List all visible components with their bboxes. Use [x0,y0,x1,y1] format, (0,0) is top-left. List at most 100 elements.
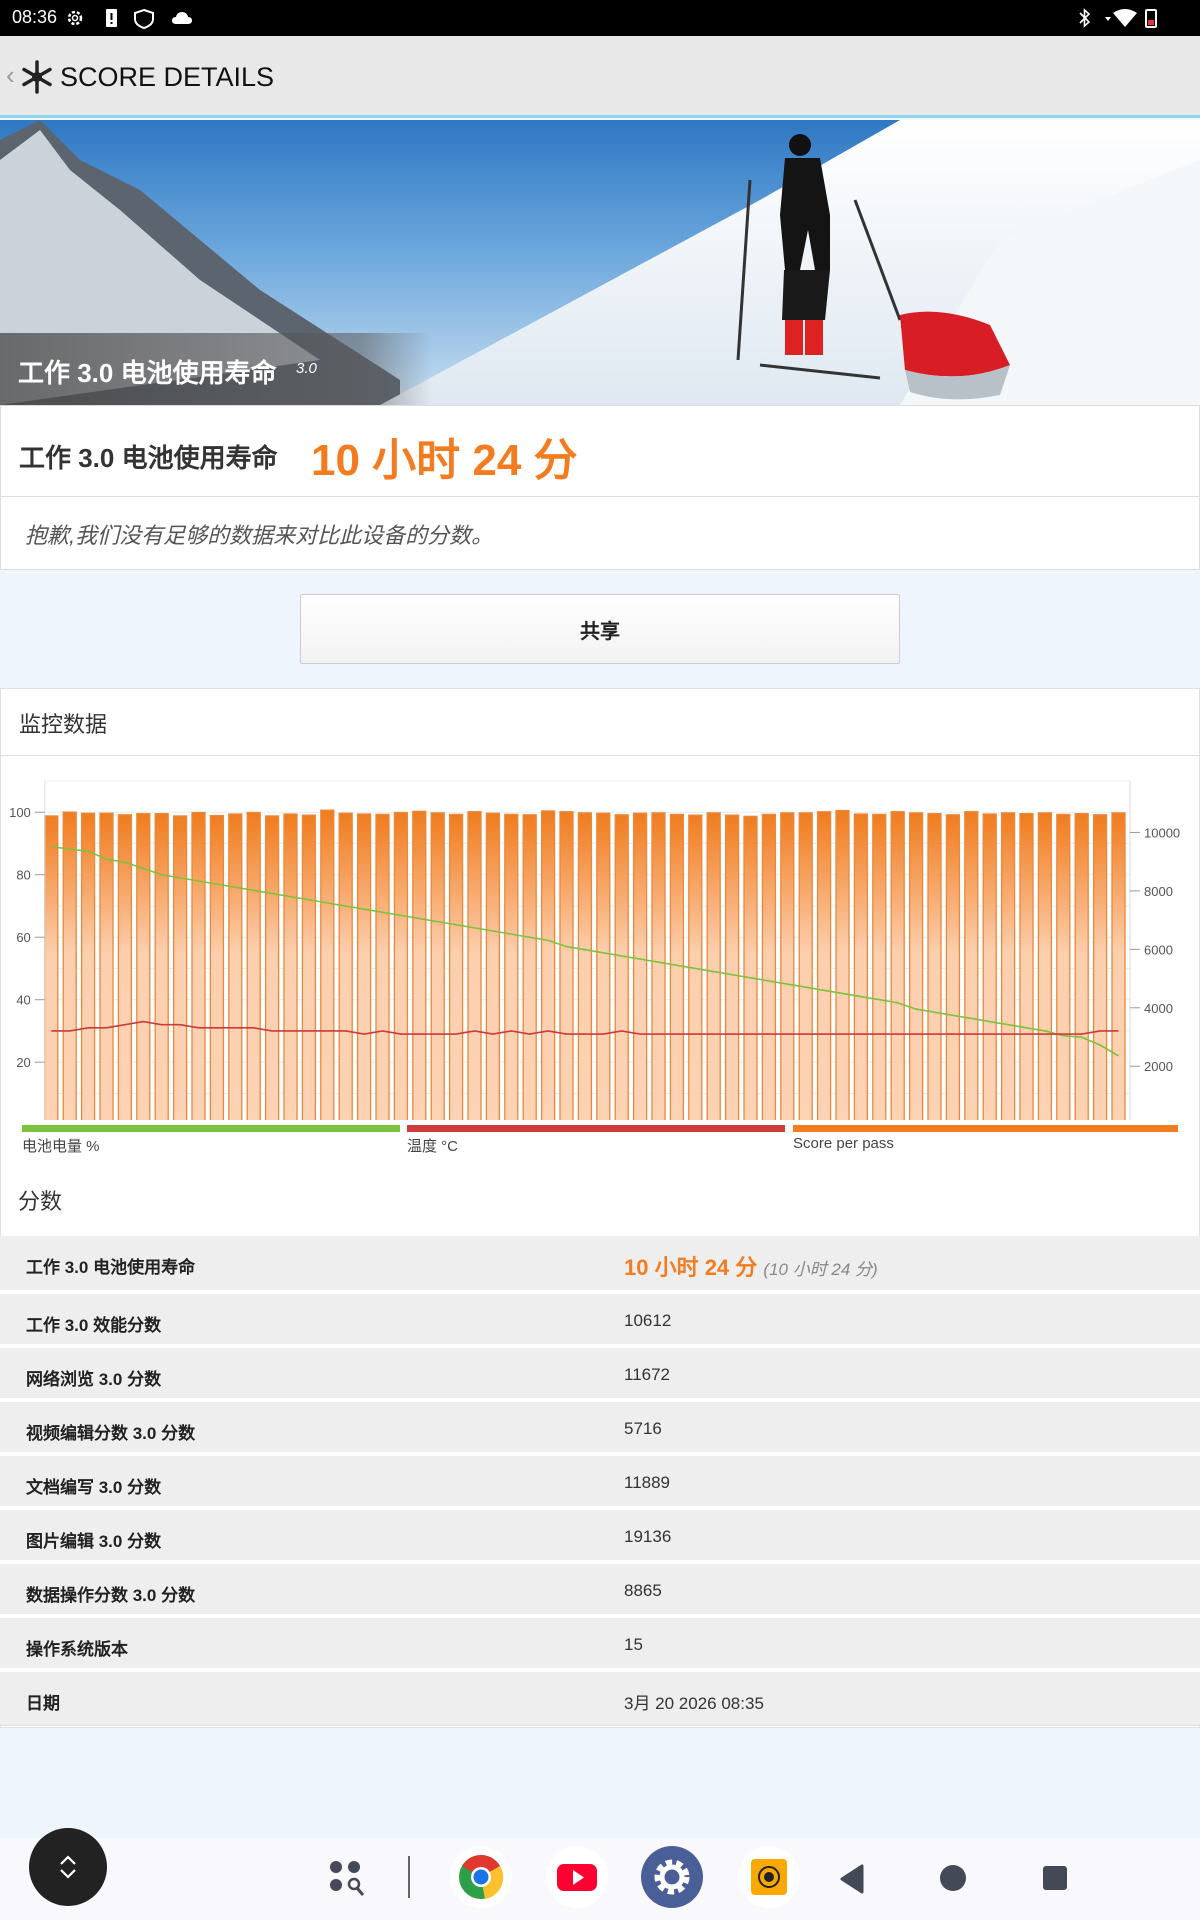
bar [172,815,188,1120]
monitoring-title: 监控数据 [19,712,108,737]
row-value: 11672 [624,1365,671,1384]
score-card: 工作 3.0 电池使用寿命 10 小时 24 分 抱歉,我们没有足够的数据来对比… [0,405,1200,570]
row-label: 文档编写 3.0 分数 [26,1478,162,1497]
content-bottom [0,1728,1200,1838]
gear-icon [67,10,83,26]
y2-tick-label: 8000 [1144,884,1173,899]
bar [467,811,482,1120]
home-icon[interactable] [938,1863,968,1893]
row-label: 视频编辑分数 3.0 分数 [26,1424,196,1443]
row-label: 图片编辑 3.0 分数 [26,1532,162,1551]
hero-banner: 工作 3.0 电池使用寿命 3.0 [0,120,1200,405]
bar [1000,812,1016,1120]
bar [632,812,648,1120]
legend-label-score: Score per pass [793,1135,894,1152]
row-value-main: 10 小时 24 分 [624,1255,758,1280]
score-note: 抱歉,我们没有足够的数据来对比此设备的分数。 [25,523,494,548]
bar [945,814,961,1120]
chrome-icon[interactable] [450,1846,512,1908]
bar [62,811,77,1120]
bar [191,811,206,1120]
recents-icon[interactable] [1042,1865,1068,1891]
row-value: 11889 [624,1473,671,1492]
bar [99,812,114,1120]
bluetooth-icon [1079,8,1091,28]
score-value: 10 小时 24 分 [311,436,578,485]
monitoring-chart: 20406080100200040006000800010000Pass 0Pa… [9,780,1180,1120]
hero-title-band [0,333,1200,405]
bar [375,813,390,1120]
legend-label-battery: 电池电量 % [22,1138,100,1155]
settings-icon[interactable] [641,1846,703,1908]
battery-alert-icon [106,9,117,27]
bar [136,812,151,1120]
bar [1111,812,1126,1120]
status-bar: 08:36 [0,0,1200,36]
table-row: 工作 3.0 电池使用寿命 10 小时 24 分 (10 小时 24 分) [0,1236,1200,1294]
bar [264,815,280,1120]
status-icons-right [1079,8,1157,28]
bar [798,812,813,1120]
bar [908,812,924,1120]
y-tick-label: 40 [16,993,30,1008]
y2-tick-label: 6000 [1144,942,1173,957]
bar [504,813,519,1120]
bar [761,813,777,1120]
scores-title: 分数 [18,1189,63,1214]
bar [872,813,887,1120]
bar [393,811,409,1120]
cloud-icon [172,12,192,24]
bar [780,812,795,1120]
share-button[interactable]: 共享 [300,594,900,664]
youtube-icon[interactable] [546,1846,608,1908]
bar [835,809,850,1120]
bar [816,811,832,1120]
app-drawer-icon[interactable] [327,1858,369,1900]
y-tick-label: 80 [16,868,30,883]
status-time: 08:36 [12,7,58,27]
legend-swatch-temperature [407,1125,785,1132]
bar [559,811,574,1120]
camera-app-icon[interactable] [738,1846,800,1908]
bar [301,814,317,1120]
bar [651,812,666,1120]
snowflake-icon [22,60,52,94]
bar [80,812,96,1120]
bar [743,815,758,1120]
bar [1092,814,1108,1120]
wifi-icon [1113,9,1137,27]
y-tick-label: 20 [16,1055,30,1070]
bar [209,814,225,1120]
bar [117,814,133,1120]
bar [228,813,243,1120]
table-row: 视频编辑分数 3.0 分数 5716 [0,1402,1200,1456]
status-icons-left [67,8,192,29]
rotate-button[interactable] [29,1828,107,1906]
legend-swatch-score [793,1125,1178,1132]
rotate-icon [60,1855,76,1879]
divider [1,755,1200,756]
y-tick-label: 60 [16,930,30,945]
bar [540,810,556,1120]
row-value: 8865 [624,1581,662,1600]
row-value: 19136 [624,1527,672,1546]
bar [706,812,721,1120]
bar [982,813,997,1120]
row-value: 15 [624,1635,643,1654]
battery-line [51,845,1119,1057]
back-chevron-icon[interactable]: ‹ [6,60,15,90]
bar [1019,812,1034,1120]
back-icon[interactable] [838,1864,864,1894]
bar [412,810,427,1120]
table-row: 文档编写 3.0 分数 11889 [0,1456,1200,1510]
y2-tick-label: 4000 [1144,1001,1173,1016]
bar [1037,812,1053,1120]
bar [853,813,869,1120]
row-label: 工作 3.0 电池使用寿命 [26,1258,196,1277]
table-row: 图片编辑 3.0 分数 19136 [0,1510,1200,1564]
table-row: 日期 3月 20 2026 08:35 [0,1672,1200,1726]
bar [485,812,501,1120]
bar [44,815,59,1120]
table-row: 工作 3.0 效能分数 10612 [0,1294,1200,1348]
table-row: 网络浏览 3.0 分数 11672 [0,1348,1200,1402]
